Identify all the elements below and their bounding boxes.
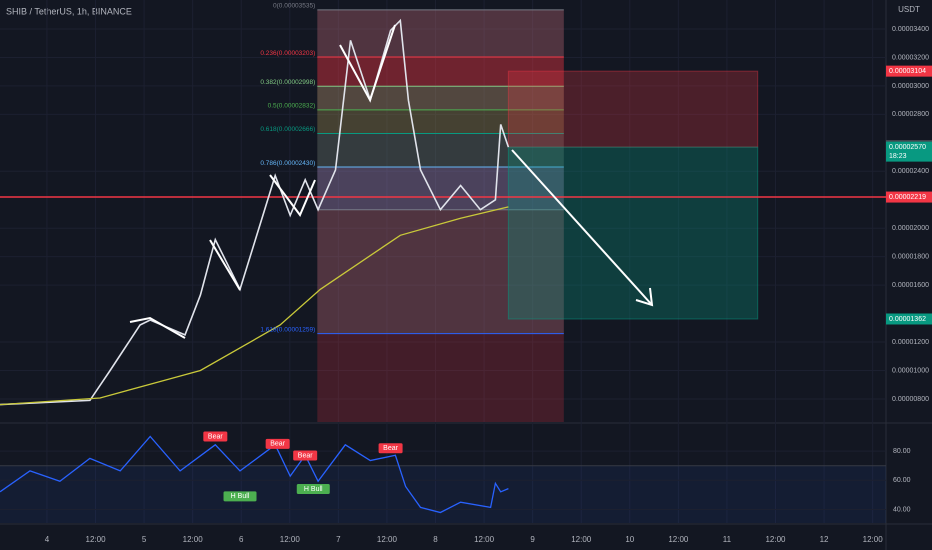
fib-label: 0.236(0.00003203): [260, 50, 315, 57]
signal-tag: [293, 450, 318, 461]
y-tick-label: 0.00003000: [892, 83, 929, 90]
price-marker: [886, 313, 932, 325]
fib-label: 0(0.00003535): [273, 3, 315, 10]
y-tick-label: 0.00003200: [892, 54, 929, 61]
signal-label: Bear: [270, 441, 285, 448]
x-tick-label: 12:00: [183, 535, 204, 544]
x-tick-label: 12:00: [765, 535, 786, 544]
fib-label: 0.5(0.00002832): [268, 103, 316, 110]
x-tick-label: 10: [625, 535, 634, 544]
signal-label: Bear: [383, 445, 398, 452]
y-tick-label: 0.00001200: [892, 339, 929, 346]
fib-band: [317, 86, 564, 110]
x-tick-label: 8: [433, 535, 438, 544]
x-tick-label: 7: [336, 535, 341, 544]
y-tick-label: 0.00003400: [892, 26, 929, 33]
arrow-head: [635, 287, 654, 307]
chart-title: SHIB / TetherUS, 1h, BINANCE: [6, 6, 132, 16]
arrow: [209, 239, 241, 291]
signal-label: Bear: [208, 433, 223, 440]
stop-zone: [507, 70, 759, 148]
y-tick-label: 0.00002000: [892, 225, 929, 232]
signal-tag: [378, 443, 403, 454]
fib-band: [317, 167, 564, 210]
currency: USDT: [898, 5, 920, 14]
y-tick-label: 0.00002800: [892, 111, 929, 118]
y-tick-label: 0.00001800: [892, 254, 929, 261]
signal-tag: [223, 491, 257, 502]
signal-label: Bear: [298, 452, 313, 459]
y-tick-label: 0.00000800: [892, 396, 929, 403]
rsi-line: [0, 435, 509, 514]
price-marker: [886, 141, 932, 162]
x-tick-label: 6: [239, 535, 244, 544]
signal-label: H Bull: [304, 486, 323, 493]
x-tick-label: 12: [820, 535, 829, 544]
price-marker-label: 0.00002570: [889, 144, 926, 151]
drawings: [129, 24, 654, 339]
price-marker-sub: 18:23: [889, 153, 907, 160]
signal-label: H Bull: [231, 493, 250, 500]
y-tick-label: 80.00: [893, 448, 911, 455]
target-zone: [507, 146, 759, 320]
x-tick-label: 12:00: [86, 535, 107, 544]
x-tick-label: 12:00: [280, 535, 301, 544]
y-tick-label: 60.00: [893, 477, 911, 484]
fib-label: 1.618(0.00001259): [260, 326, 315, 333]
fib-label: 0.382(0.00002998): [260, 79, 315, 86]
y-tick-label: 0.00001600: [892, 282, 929, 289]
x-tick-label: 12:00: [377, 535, 398, 544]
fib-band: [317, 209, 564, 334]
price-marker: [886, 191, 932, 203]
fib-label: 0.618(0.00002666): [260, 126, 315, 133]
x-tick-label: 12:00: [668, 535, 689, 544]
arrow: [129, 316, 186, 339]
price-marker-label: 0.00003104: [889, 68, 926, 75]
y-tick-label: 0.00001000: [892, 367, 929, 374]
price-marker: [886, 65, 932, 77]
x-tick-label: 12:00: [571, 535, 592, 544]
price-line: [0, 206, 509, 406]
arrow: [511, 149, 653, 306]
arrow: [339, 24, 396, 103]
x-tick-label: 9: [530, 535, 535, 544]
fib-label: 0.786(0.00002430): [260, 160, 315, 167]
price-marker-label: 0.00001362: [889, 316, 926, 323]
signal-tag: [203, 431, 228, 442]
x-tick-label: 11: [723, 535, 732, 544]
x-tick-label: 4: [45, 535, 50, 544]
signal-tag: [265, 438, 290, 449]
rsi-band: [0, 465, 886, 523]
y-tick-label: 40.00: [893, 506, 911, 513]
y-tick-label: 0.00002400: [892, 168, 929, 175]
fib-band: [317, 9, 564, 58]
x-tick-label: 12:00: [863, 535, 884, 544]
price-marker-label: 0.00002219: [889, 194, 926, 201]
arrow: [269, 174, 316, 217]
signal-tag: [296, 484, 330, 495]
x-tick-label: 5: [142, 535, 147, 544]
x-tick-label: 12:00: [474, 535, 495, 544]
